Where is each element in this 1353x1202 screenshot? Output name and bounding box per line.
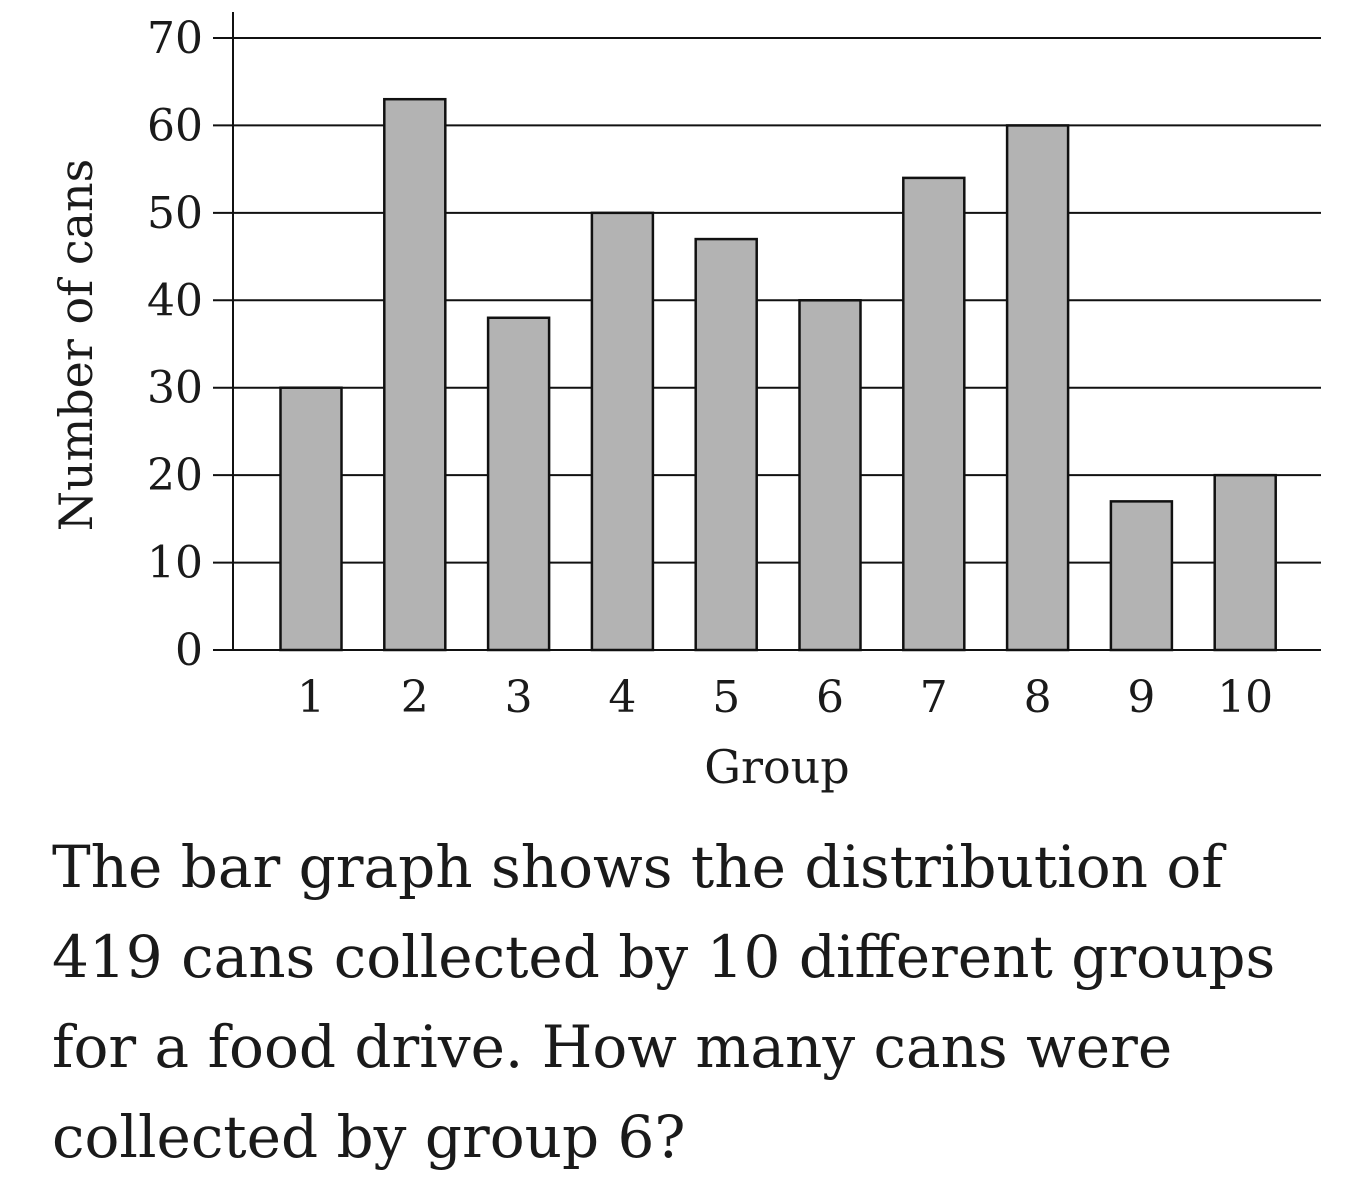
x-tick-label: 8 bbox=[1024, 672, 1052, 723]
bar-group-7 bbox=[902, 176, 966, 652]
y-axis-title: Number of cans bbox=[49, 159, 103, 532]
y-tick-label: 50 bbox=[147, 188, 203, 239]
y-tick-label: 0 bbox=[175, 625, 203, 676]
bar-group-6 bbox=[798, 299, 862, 652]
y-tick-label: 10 bbox=[147, 538, 203, 589]
y-tick-label: 70 bbox=[147, 13, 203, 64]
bar-group-9 bbox=[1109, 500, 1174, 652]
x-tick-label: 2 bbox=[401, 672, 429, 723]
y-tick-label: 30 bbox=[147, 363, 203, 414]
x-tick-label: 7 bbox=[920, 672, 948, 723]
x-tick-label: 5 bbox=[712, 672, 740, 723]
x-tick-label: 1 bbox=[297, 672, 325, 723]
x-tick-label: 10 bbox=[1217, 672, 1273, 723]
bar-group-1 bbox=[279, 386, 343, 652]
y-tick-label: 40 bbox=[147, 275, 203, 326]
bar-chart-svg: 0 10 20 30 40 50 60 70 1 2 3 4 5 6 7 8 9 10 Number of can… bbox=[49, 12, 1321, 794]
x-tick-label: 9 bbox=[1127, 672, 1155, 723]
bar-group-10 bbox=[1213, 473, 1277, 652]
y-tick-label: 60 bbox=[147, 100, 203, 151]
x-tick-label: 4 bbox=[608, 672, 636, 723]
bar-group-4 bbox=[590, 211, 655, 652]
y-tick-label: 20 bbox=[147, 450, 203, 501]
bar-group-2 bbox=[383, 97, 447, 652]
x-tick-label: 6 bbox=[816, 672, 844, 723]
x-axis-title: Group bbox=[704, 740, 850, 794]
x-tick-label: 3 bbox=[505, 672, 533, 723]
bar-group-8 bbox=[1005, 124, 1070, 652]
bar-chart: 0 10 20 30 40 50 60 70 1 2 3 4 5 6 7 8 9 10 Number of can… bbox=[49, 12, 1321, 794]
question-text: The bar graph shows the distribution of … bbox=[52, 833, 1276, 1171]
bar-group-3 bbox=[486, 316, 551, 652]
bar-group-5 bbox=[694, 237, 758, 652]
